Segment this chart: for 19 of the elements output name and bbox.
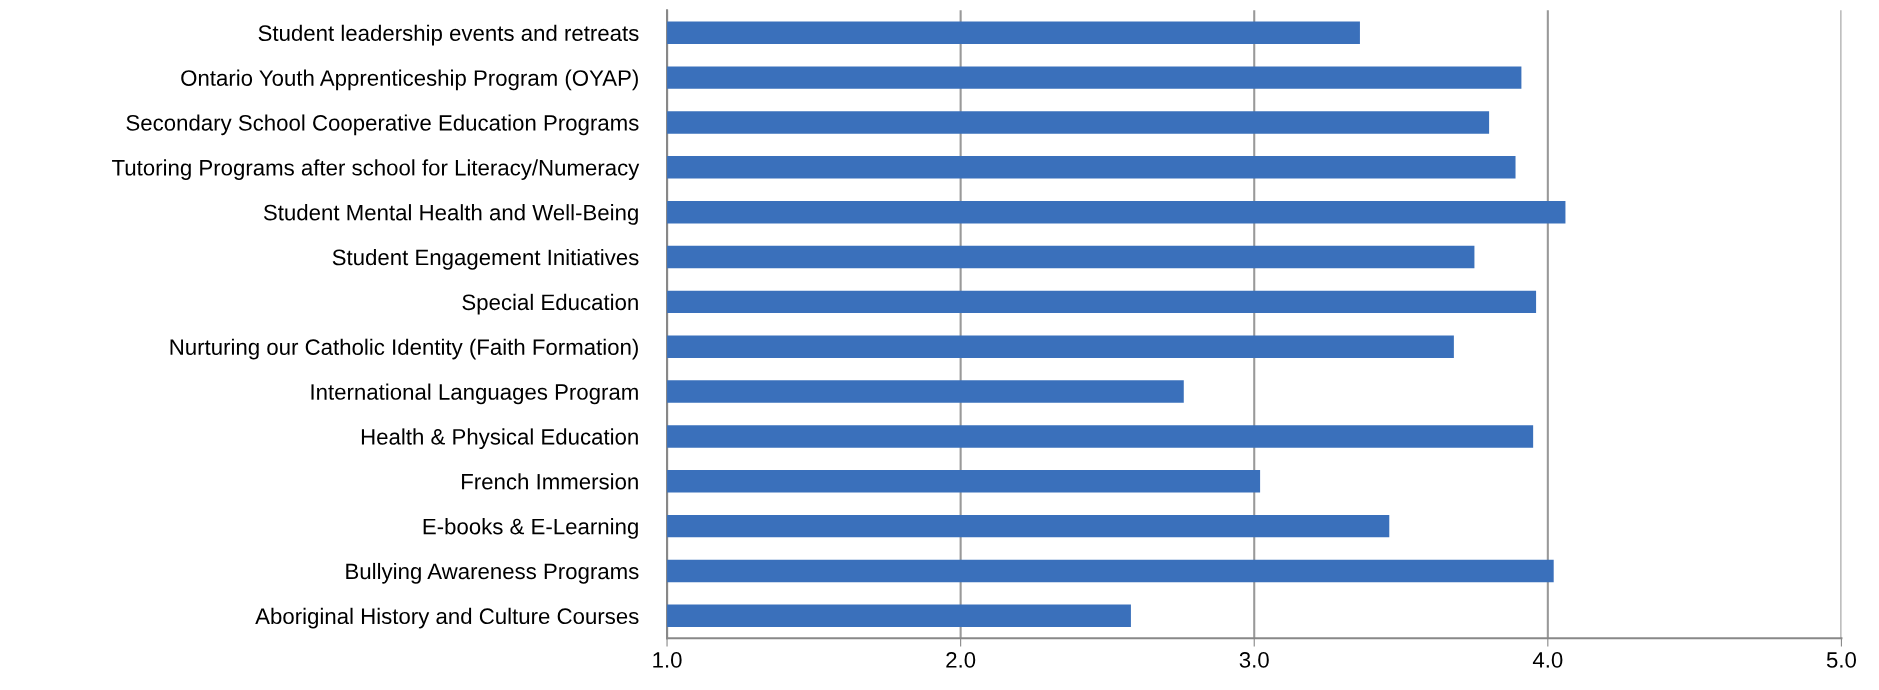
y-tick-label: Student leadership events and retreats — [258, 24, 639, 46]
x-tick-label: 2.0 — [946, 652, 976, 668]
y-tick-label: Bullying Awareness Programs — [346, 562, 639, 584]
y-tick-label: Health & Physical Education — [361, 428, 638, 450]
x-tick-label: 5.0 — [1826, 652, 1856, 668]
y-tick-label: Student Mental Health and Well-Being — [263, 204, 638, 225]
y-tick-label: French Immersion — [462, 473, 638, 490]
y-tick-label: Student Engagement Initiatives — [332, 248, 639, 270]
y-tick-label: Aboriginal History and Culture Courses — [255, 607, 639, 629]
y-tick-label: Ontario Youth Apprenticeship Program (OYAP) — [181, 69, 638, 91]
y-tick-label: E-books & E-Learning — [423, 518, 638, 539]
x-tick-label: 3.0 — [1239, 652, 1269, 668]
y-tick-label: Special Education — [462, 293, 638, 315]
x-tick-label: 4.0 — [1532, 652, 1563, 668]
y-tick-label: International Languages Program — [311, 383, 638, 405]
x-tick-label: 1.0 — [653, 652, 682, 668]
y-tick-label: Secondary School Cooperative Education Programs — [126, 114, 639, 136]
y-tick-label: Nurturing our Catholic Identity (Faith Formation) — [170, 338, 638, 360]
y-tick-label: Tutoring Programs after school for Literacy/Numeracy — [112, 159, 640, 180]
